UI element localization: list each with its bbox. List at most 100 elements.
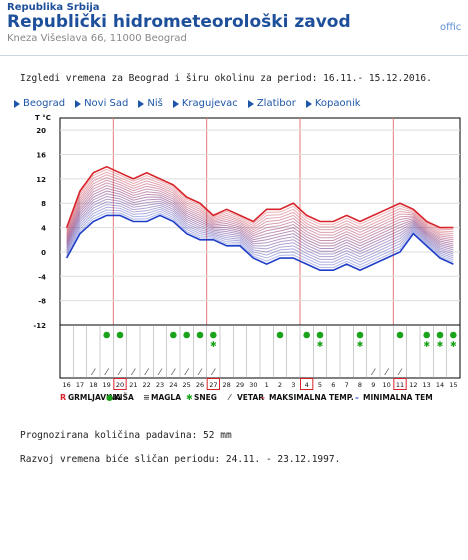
- snow-icon: ✱: [357, 340, 364, 349]
- y-tick-label: 16: [36, 152, 46, 160]
- city-link-label: Novi Sad: [84, 98, 129, 109]
- day-label: 27: [209, 381, 217, 389]
- rain-icon: [423, 331, 430, 339]
- day-label: 12: [409, 381, 417, 389]
- temp-band-stripe: [66, 209, 454, 266]
- y-axis-label: T °C: [35, 114, 51, 122]
- address-text: Kneza Višeslava 66, 11000 Beograd: [7, 33, 187, 44]
- day-label-box: [300, 378, 314, 390]
- city-link-label: Zlatibor: [256, 98, 296, 109]
- city-link-label: Niš: [147, 98, 163, 109]
- arrow-right-icon: [305, 99, 312, 108]
- legend-label: MINIMALNA TEM: [363, 393, 433, 402]
- header-divider: [0, 55, 468, 56]
- rain-icon: [183, 331, 190, 339]
- city-link-label: Beograd: [23, 98, 66, 109]
- legend-symbol: ⁄: [227, 393, 232, 402]
- day-label: 2: [278, 381, 282, 389]
- wind-icon: ⁄: [211, 368, 217, 378]
- city-link-nis[interactable]: Niš: [138, 98, 163, 109]
- temp-band-stripe: [66, 206, 454, 263]
- day-label: 26: [196, 381, 204, 389]
- temp-band-stripe: [66, 187, 454, 245]
- day-label: 29: [236, 381, 244, 389]
- day-label: 10: [383, 381, 391, 389]
- day-label-box: [206, 378, 221, 390]
- temp-band-stripe: [66, 176, 454, 237]
- legend-symbol: ●: [106, 393, 113, 402]
- legend-symbol: ≡: [143, 393, 150, 402]
- temp-band-stripe: [66, 195, 454, 252]
- day-label: 11: [396, 381, 404, 389]
- max-temp-line: [65, 165, 454, 229]
- city-link-zlatibor[interactable]: Zlatibor: [247, 98, 296, 109]
- wind-icon: ⁄: [117, 368, 123, 378]
- rain-icon: [276, 331, 284, 339]
- wind-icon: ⁄: [171, 368, 177, 378]
- temp-band-stripe: [66, 179, 454, 239]
- precipitation-forecast: Prognozirana količina padavina: 52 mm: [20, 430, 232, 441]
- city-link-novi-sad[interactable]: Novi Sad: [75, 98, 128, 109]
- country-label: Republika Srbija: [7, 2, 100, 13]
- office-link[interactable]: offic: [440, 22, 462, 33]
- legend-label: KIŠA: [114, 393, 134, 402]
- legend-symbol: ✱: [186, 393, 193, 402]
- institute-title[interactable]: Republički hidrometeorološki zavod: [7, 12, 351, 32]
- rain-icon: [436, 331, 444, 339]
- wind-icon: ⁄: [184, 368, 190, 378]
- day-label: 25: [183, 381, 191, 389]
- min-temp-line: [65, 214, 454, 272]
- snow-icon: ✱: [317, 340, 324, 349]
- wind-icon: ⁄: [371, 368, 377, 378]
- temp-band-stripe: [66, 201, 454, 258]
- wind-icon: ⁄: [104, 368, 110, 378]
- rain-icon: [196, 331, 204, 339]
- day-label: 8: [358, 381, 362, 389]
- day-label: 13: [423, 381, 431, 389]
- day-label: 6: [331, 381, 335, 389]
- day-label: 16: [63, 381, 71, 389]
- city-link-kopaonik[interactable]: Kopaonik: [305, 98, 361, 109]
- arrow-right-icon: [75, 99, 82, 108]
- city-link-label: Kopaonik: [314, 98, 361, 109]
- day-label: 15: [449, 381, 457, 389]
- temp-band-stripe: [66, 212, 454, 269]
- header: Republika Srbija Republički hidrometeoro…: [7, 2, 351, 44]
- wind-icon: ⁄: [144, 368, 150, 378]
- temp-band-stripe: [66, 204, 454, 260]
- arrow-right-icon: [14, 99, 20, 108]
- day-label: 14: [436, 381, 444, 389]
- wind-icon: ⁄: [397, 368, 403, 378]
- y-tick-label: -4: [38, 273, 46, 281]
- city-link-beograd[interactable]: Beograd: [14, 98, 65, 109]
- temp-band-stripe: [66, 182, 454, 241]
- rain-icon: [116, 331, 124, 339]
- y-tick-label: -8: [38, 298, 46, 306]
- day-label: 23: [156, 381, 164, 389]
- rain-icon: [103, 331, 110, 339]
- chart-plot-area: [59, 117, 461, 326]
- rain-icon: [396, 331, 404, 339]
- rain-icon: [356, 331, 364, 339]
- forecast-intro: Izgledi vremena za Beograd i širu okolin…: [20, 73, 432, 84]
- y-tick-label: 20: [36, 127, 46, 135]
- day-label: 22: [143, 381, 151, 389]
- legend-label: SNEG: [194, 393, 217, 402]
- precipitation-value: 52: [203, 430, 215, 441]
- day-label: 21: [129, 381, 137, 389]
- day-label: 20: [116, 381, 124, 389]
- day-label: 5: [318, 381, 322, 389]
- city-link-kragujevac[interactable]: Kragujevac: [172, 98, 238, 109]
- day-label: 7: [345, 381, 349, 389]
- city-links: Beograd Novi Sad Niš Kragujevac Zlatibor…: [14, 98, 361, 109]
- temp-band-stripe: [66, 168, 454, 231]
- wind-icon: ⁄: [131, 368, 137, 378]
- legend-symbol: –: [355, 393, 359, 402]
- y-tick-label: -12: [33, 322, 46, 330]
- day-label: 30: [249, 381, 257, 389]
- legend-label: MAGLA: [151, 393, 181, 402]
- arrow-right-icon: [138, 99, 145, 108]
- precipitation-unit: mm: [220, 430, 232, 441]
- wind-icon: ⁄: [91, 368, 97, 378]
